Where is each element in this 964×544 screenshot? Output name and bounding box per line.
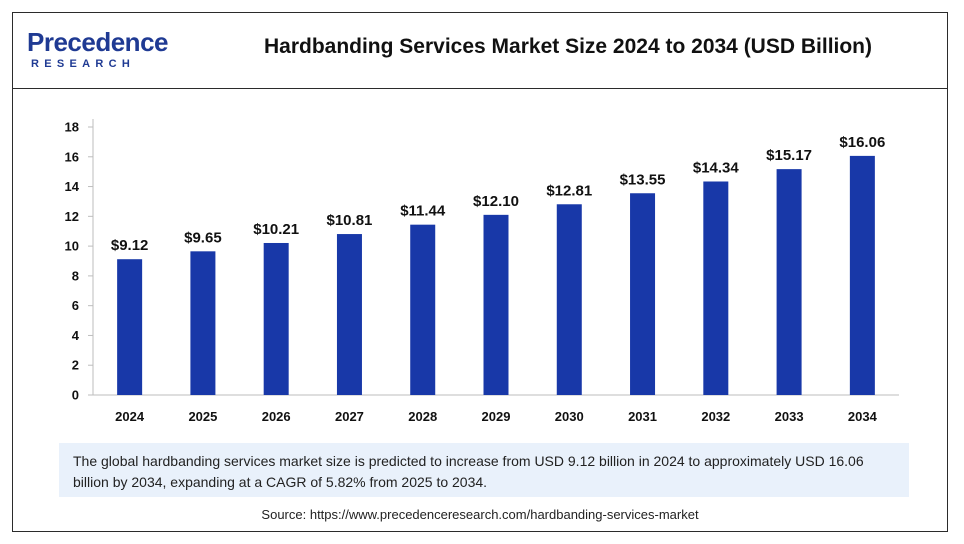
bar — [630, 193, 656, 395]
chart-title: Hardbanding Services Market Size 2024 to… — [263, 35, 873, 58]
y-tick-label: 18 — [65, 120, 79, 135]
header: Precedence RESEARCH Hardbanding Services… — [13, 13, 947, 89]
x-tick-label: 2034 — [848, 409, 878, 424]
bar — [190, 251, 216, 395]
bar — [556, 204, 582, 395]
bar-value-label: $9.12 — [111, 237, 149, 254]
bar-value-label: $10.81 — [327, 212, 373, 229]
y-tick-label: 16 — [65, 149, 79, 164]
y-tick-label: 2 — [72, 358, 79, 373]
y-tick-label: 6 — [72, 298, 79, 313]
bar — [849, 155, 875, 395]
y-tick-label: 0 — [72, 388, 79, 403]
bar — [703, 181, 729, 395]
bar — [336, 234, 362, 395]
bar — [483, 214, 509, 395]
x-tick-label: 2024 — [115, 409, 145, 424]
y-tick-label: 8 — [72, 268, 79, 283]
bar-value-label: $12.10 — [473, 193, 519, 210]
bar — [117, 259, 143, 395]
bar-value-label: $16.06 — [839, 134, 885, 151]
bar-value-label: $12.81 — [546, 182, 592, 199]
x-tick-label: 2030 — [555, 409, 584, 424]
bar-value-label: $9.65 — [184, 229, 222, 246]
y-tick-label: 10 — [65, 239, 79, 254]
x-tick-label: 2025 — [188, 409, 217, 424]
precedence-research-logo: Precedence RESEARCH — [27, 27, 177, 79]
y-tick-label: 12 — [65, 209, 79, 224]
bar-value-label: $14.34 — [693, 159, 740, 176]
x-tick-label: 2026 — [262, 409, 291, 424]
logo-subtitle: RESEARCH — [31, 58, 136, 70]
x-tick-label: 2031 — [628, 409, 657, 424]
bar-value-label: $15.17 — [766, 147, 812, 164]
x-tick-label: 2028 — [408, 409, 437, 424]
x-tick-label: 2033 — [775, 409, 804, 424]
bar — [410, 224, 436, 395]
bar — [263, 242, 289, 395]
source-citation: Source: https://www.precedenceresearch.c… — [261, 507, 699, 522]
x-tick-label: 2029 — [482, 409, 511, 424]
bar-value-label: $11.44 — [400, 203, 446, 220]
infographic-frame: Precedence RESEARCH Hardbanding Services… — [12, 12, 948, 532]
x-tick-label: 2027 — [335, 409, 364, 424]
bar-value-label: $13.55 — [620, 171, 666, 188]
summary-note: The global hardbanding services market s… — [59, 443, 909, 497]
bar — [776, 169, 802, 395]
logo-wordmark: Precedence — [27, 27, 168, 57]
y-tick-label: 4 — [72, 328, 80, 343]
bar-value-label: $10.21 — [253, 221, 299, 238]
y-tick-label: 14 — [65, 179, 80, 194]
bar-chart: 0 2 4 6 8 10 12 14 16 18 $9.12 2024 $9.65 2025 $10.21 2… — [65, 119, 899, 424]
x-tick-label: 2032 — [701, 409, 730, 424]
